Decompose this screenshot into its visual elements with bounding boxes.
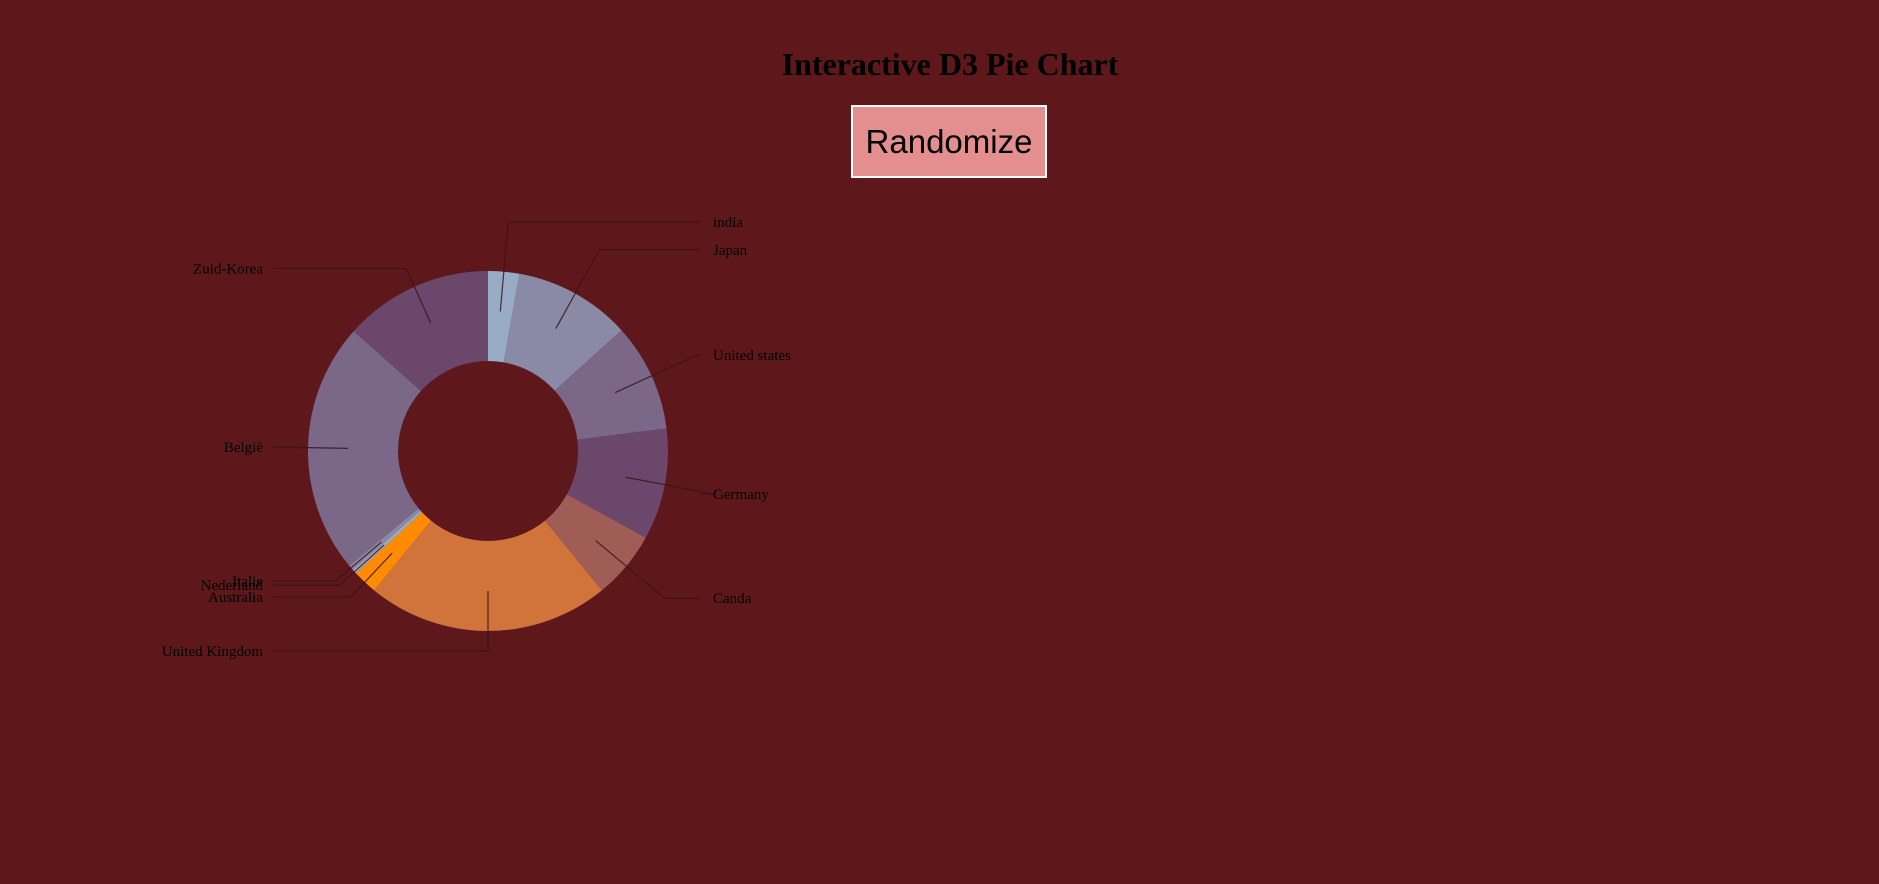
- leader-line-italie: [273, 541, 382, 582]
- leader-line-united-kingdom: [273, 591, 489, 652]
- page-title: Interactive D3 Pie Chart: [781, 46, 1119, 82]
- slice-labels: india Japan United states Germany Canda Unite…: [162, 215, 791, 660]
- pie-slice-japan: [503, 273, 622, 391]
- slice-label-germany: Germany: [713, 487, 769, 503]
- pie-slice-zuid-korea: [353, 271, 488, 392]
- slice-label-india: india: [713, 215, 743, 231]
- randomize-button[interactable]: Randomize: [851, 105, 1047, 178]
- slice-label-nederland: Nederland: [201, 578, 264, 594]
- leader-lines: [273, 221, 715, 652]
- leader-line-zuid-korea: [273, 267, 432, 324]
- pie-slice-united-kingdom: [374, 520, 602, 631]
- slice-label-belgie: België: [224, 440, 263, 456]
- pie-slice-united-states: [554, 330, 667, 440]
- slice-label-italie: Italie: [232, 574, 263, 590]
- slice-label-united-kingdom: United Kingdom: [162, 644, 264, 660]
- leader-line-germany: [625, 476, 715, 495]
- slice-label-zuid-korea: Zuid-Korea: [193, 261, 263, 277]
- slice-label-australia: Australia: [208, 590, 263, 606]
- slice-label-japan: Japan: [713, 243, 748, 259]
- pie-slice-germany: [566, 428, 668, 538]
- leader-line-canda: [595, 540, 700, 599]
- slice-label-united-states: United states: [713, 348, 791, 364]
- leader-line-united-states: [614, 354, 700, 394]
- leader-line-japan: [555, 249, 700, 329]
- leader-line-australia: [273, 552, 393, 598]
- pie-slice-canda: [544, 494, 646, 591]
- slice-label-canda: Canda: [713, 591, 752, 607]
- pie-slice-india: [488, 271, 520, 363]
- leader-line-india: [499, 221, 700, 312]
- pie-slices: [307, 271, 668, 631]
- leader-line-nederland: [273, 544, 385, 586]
- leader-line-belgie: [273, 446, 349, 449]
- pie-slice-belgie: [307, 331, 421, 566]
